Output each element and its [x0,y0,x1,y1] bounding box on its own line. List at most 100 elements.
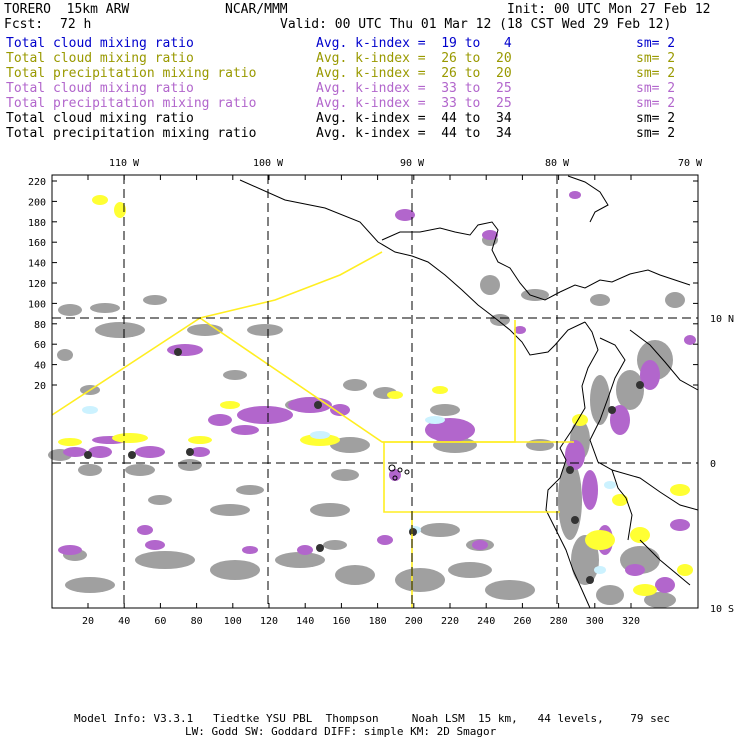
cyan-field-blob [82,406,98,414]
legend-field: Total cloud mixing ratio [6,51,194,66]
cyan-field-blob [594,566,606,574]
legend-sm: sm= 2 [636,66,676,81]
yellow-field-blob [114,202,126,218]
purple-field-blob [640,360,660,390]
forecast-label: Fcst: [4,17,44,32]
interior-border [611,469,699,511]
yellow-field-blob [92,195,108,205]
y-tick-label: 60 [34,340,46,351]
legend-kindex: Avg. k-index = 44 to 34 [316,111,512,126]
purple-field-blob [425,418,475,442]
cloud-core [316,544,324,552]
legend-kindex: Avg. k-index = 19 to 4 [316,36,512,51]
gray-field-blob [430,404,460,416]
gray-field-blob [616,370,644,410]
purple-field-blob [684,335,696,345]
cyan-field-blob [310,431,330,439]
purple-field-blob [231,425,259,435]
purple-field-blob [237,406,293,424]
gray-field-blob [590,375,610,425]
cloud-core [186,448,194,456]
purple-field-blob [135,446,165,458]
y-tick-label: 200 [28,197,46,208]
legend-sm: sm= 2 [636,36,676,51]
cloud-core [608,406,616,414]
purple-field-blob [145,540,165,550]
legend-field: Total precipitation mixing ratio [6,126,257,141]
purple-field-blob [377,535,393,545]
axis-labels: 110 W 100 W 90 W 80 W 70 W 10 N 0 10 S 220 200 180… [28,158,734,627]
gray-field-blob [526,439,554,451]
purple-field-blob [389,469,401,481]
longitude-label: 90 W [400,158,425,169]
x-tick-label: 240 [477,616,495,627]
legend-kindex: Avg. k-index = 26 to 20 [316,51,512,66]
purple-field-blob [472,540,488,550]
gray-field-blob [343,379,367,391]
yellow-field-blob [188,436,212,444]
x-tick-label: 220 [441,616,459,627]
y-tick-label: 20 [34,381,46,392]
cyan-field-blob [604,481,616,489]
gray-field-blob [65,577,115,593]
south-america-coast [545,321,599,609]
andes-border [589,337,633,541]
init-time: Init: 00 UTC Mon 27 Feb 12 [507,2,711,17]
yellow-field-blob [630,527,650,543]
legend-field: Total cloud mixing ratio [6,111,194,126]
yellow-field-blob [387,391,403,399]
purple-field-blob [297,545,313,555]
x-tick-label: 20 [82,616,94,627]
yellow-field-blob [432,386,448,394]
cloud-core [571,516,579,524]
gray-field-blob [665,292,685,308]
purple-field-blob [330,404,350,416]
lat-lon-grid [52,175,698,608]
y-tick-label: 100 [28,299,46,310]
central-america-coast [239,179,586,356]
purple-field-blob [88,446,112,458]
legend-field: Total cloud mixing ratio [6,81,194,96]
gray-field-blob [485,580,535,600]
gray-field-blob [521,289,549,301]
cloud-core [636,381,644,389]
purple-field-blob [582,470,598,510]
x-tick-label: 160 [332,616,350,627]
longitude-label: 80 W [545,158,570,169]
x-tick-label: 100 [224,616,242,627]
gray-field-blob [95,322,145,338]
purple-field-blob [208,414,232,426]
yellow-field-blob [220,401,240,409]
gray-field-blob [590,294,610,306]
yellow-field-blob [677,564,693,576]
yellow-field-blob [300,434,340,446]
purple-field-blob [565,440,585,470]
longitude-label: 70 W [678,158,703,169]
gray-field-blob [596,585,624,605]
gray-field-blob [78,464,102,476]
galapagos-island [388,464,396,472]
gray-field-blob [330,437,370,453]
yellow-field-blob [633,584,657,596]
model-info: Model Info: V3.3.1 Tiedtke YSU PBL Thomp… [74,712,671,725]
domain-outline [383,442,560,513]
cloud-core [174,348,182,356]
legend-kindex: Avg. k-index = 33 to 25 [316,81,512,96]
y-tick-label: 140 [28,259,46,270]
model-title: TORERO 15km ARW [4,2,130,17]
purple-field-blob [190,447,210,457]
y-tick-label: 180 [28,218,46,229]
physics-info: LW: Godd SW: Goddard DIFF: simple KM: 2D… [185,725,497,738]
legend-sm: sm= 2 [636,81,676,96]
caribbean-coast [559,269,691,293]
latitude-label: 0 [710,459,716,470]
latitude-label: 10 N [710,314,734,325]
gray-field-blob [448,562,492,578]
gray-field-blob [178,459,202,471]
gray-field-blob [90,303,120,313]
x-tick-label: 260 [513,616,531,627]
x-tick-label: 200 [405,616,423,627]
legend-sm: sm= 2 [636,111,676,126]
purple-field-blob [625,564,645,576]
